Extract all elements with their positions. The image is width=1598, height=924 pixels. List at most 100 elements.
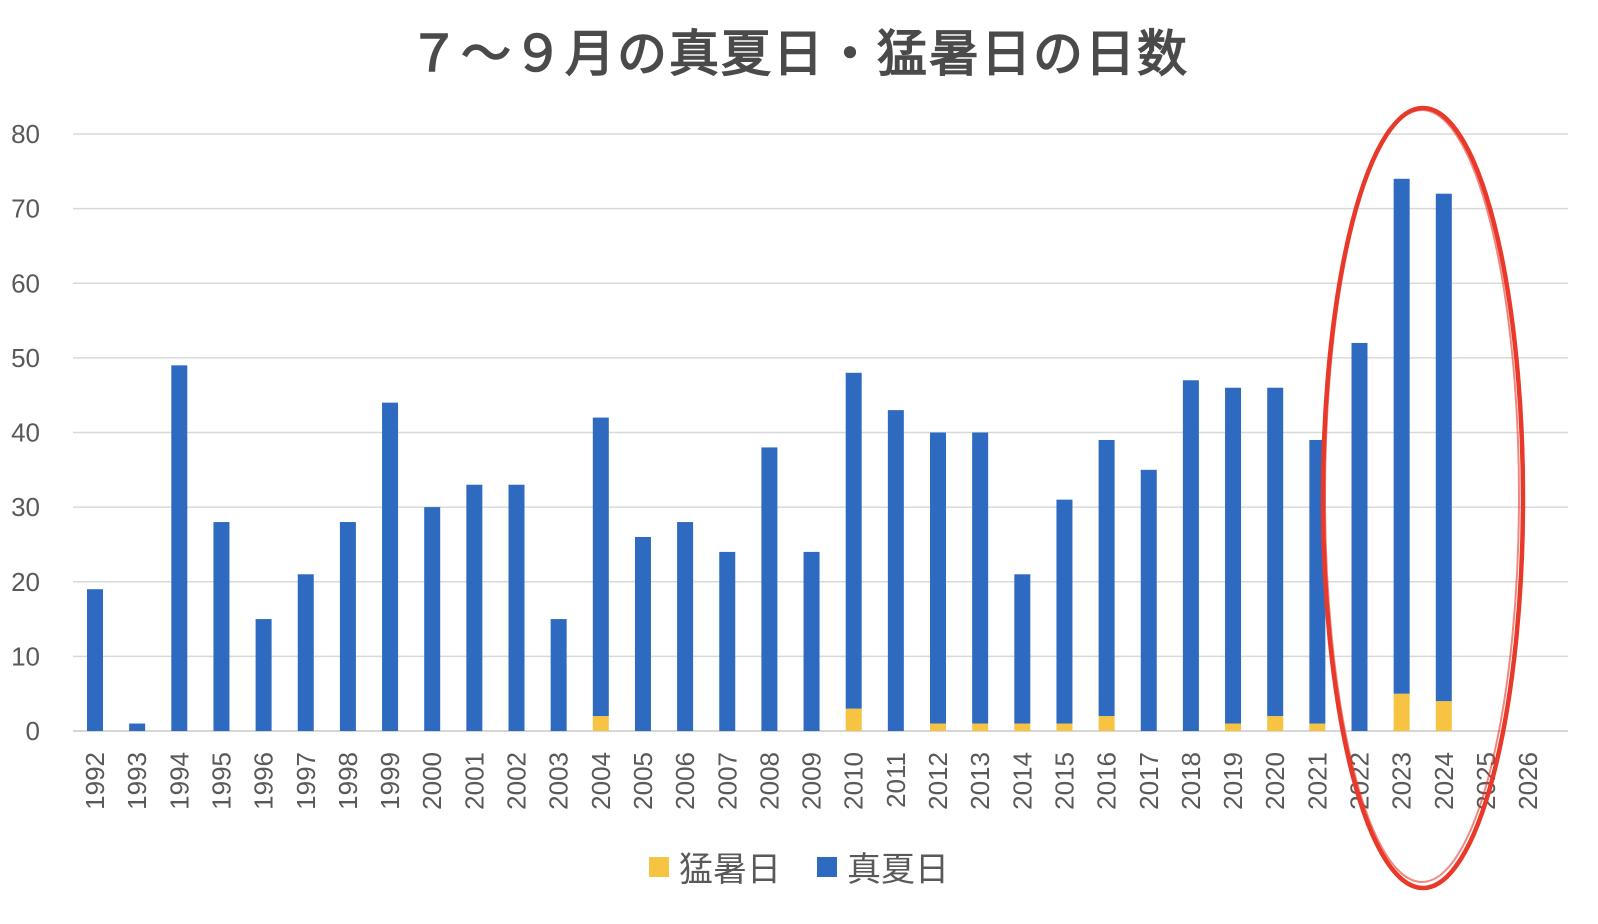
bar-hot-days	[845, 372, 862, 709]
x-tick-label: 2000	[417, 752, 447, 810]
x-tick-label: 2019	[1218, 752, 1248, 810]
x-tick-label: 2009	[797, 752, 827, 810]
bar-heatwave-days	[1014, 723, 1031, 731]
bar-hot-days	[129, 723, 146, 731]
y-tick-label: 40	[11, 418, 40, 448]
x-tick-label: 1999	[375, 752, 405, 810]
y-tick-label: 50	[11, 343, 40, 373]
bar-hot-days	[677, 522, 694, 731]
x-tick-label: 2020	[1260, 752, 1290, 810]
highlight-annotation	[1320, 105, 1526, 891]
x-tick-label: 1993	[122, 752, 152, 810]
bar-hot-days	[87, 589, 103, 731]
bar-hot-days	[1393, 178, 1410, 694]
legend-swatch-heatwave	[649, 856, 669, 877]
bar-hot-days	[339, 522, 356, 731]
bar-hot-days	[297, 574, 314, 731]
bar-hot-days	[972, 432, 989, 724]
bar-hot-days	[761, 447, 778, 731]
bar-hot-days	[1225, 387, 1242, 724]
y-axis-ticks: 0 10 20 30 40 50 60 70 80	[11, 119, 40, 746]
x-tick-label: 2014	[1007, 752, 1037, 810]
x-tick-label: 2012	[923, 752, 953, 810]
bar-hot-days	[1056, 499, 1073, 724]
highlight-ellipse	[1320, 105, 1526, 891]
bars	[87, 178, 1452, 731]
x-tick-label: 2003	[544, 752, 574, 810]
bar-hot-days	[1351, 342, 1368, 731]
chart-title: ７～９月の真夏日・猛暑日の日数	[409, 25, 1189, 83]
legend-item-heatwave: 猛暑日	[649, 842, 781, 891]
x-tick-label: 2024	[1429, 752, 1459, 810]
grid-lines	[73, 133, 1568, 732]
bar-hot-days	[466, 484, 483, 731]
bar-heatwave-days	[1056, 723, 1073, 731]
legend-swatch-hot-day	[817, 856, 837, 877]
bar-heatwave-days	[1267, 716, 1284, 731]
x-axis-ticks: 1992 1993 1994 1995 1996 1997 1998 1999 2000 2001…	[80, 752, 1543, 810]
x-tick-label: 2018	[1176, 752, 1206, 810]
x-tick-label: 2006	[670, 752, 700, 810]
bar-hot-days	[592, 417, 609, 717]
x-tick-label: 2001	[459, 752, 489, 810]
x-tick-label: 2011	[881, 752, 911, 808]
x-tick-label: 1996	[249, 752, 279, 810]
x-tick-label: 2013	[965, 752, 995, 810]
x-tick-label: 2023	[1387, 752, 1417, 810]
x-tick-label: 1994	[164, 752, 194, 810]
bar-heatwave-days	[1435, 701, 1452, 731]
x-tick-label: 2026	[1513, 752, 1543, 810]
legend: 猛暑日 真夏日	[0, 842, 1598, 891]
y-tick-label: 0	[26, 716, 40, 746]
highlight-ellipse-stroke	[1324, 109, 1520, 883]
bar-hot-days	[1435, 193, 1452, 702]
bar-heatwave-days	[1098, 716, 1115, 731]
y-tick-label: 70	[11, 194, 40, 224]
bar-hot-days	[634, 536, 651, 731]
legend-label-heatwave: 猛暑日	[679, 850, 781, 890]
bar-hot-days	[424, 507, 441, 731]
x-tick-label: 2008	[754, 752, 784, 810]
bar-hot-days	[803, 551, 820, 731]
x-tick-label: 2007	[712, 752, 742, 810]
bar-hot-days	[1014, 574, 1031, 724]
bar-heatwave-days	[1309, 723, 1326, 731]
x-tick-label: 2021	[1302, 752, 1332, 810]
bar-hot-days	[255, 619, 272, 731]
x-tick-label: 2002	[502, 752, 532, 810]
bar-hot-days	[171, 365, 188, 731]
bar-hot-days	[1140, 469, 1157, 731]
bar-hot-days	[930, 432, 946, 724]
bar-hot-days	[1098, 439, 1115, 717]
x-tick-label: 2005	[628, 752, 658, 810]
bar-hot-days	[382, 402, 399, 731]
bar-hot-days	[508, 484, 525, 731]
legend-item-hot-day: 真夏日	[817, 842, 949, 891]
x-tick-label: 2004	[586, 752, 616, 810]
bar-hot-days	[719, 551, 736, 731]
x-tick-label: 2016	[1092, 752, 1122, 810]
bar-hot-days	[1267, 387, 1284, 717]
bar-heatwave-days	[1225, 723, 1242, 731]
legend-label-hot-day: 真夏日	[847, 850, 949, 890]
y-tick-label: 10	[11, 641, 40, 671]
y-tick-label: 30	[11, 492, 40, 522]
x-tick-label: 2010	[839, 752, 869, 810]
bar-hot-days	[550, 619, 567, 731]
y-tick-label: 60	[11, 268, 40, 298]
x-tick-label: 1998	[333, 752, 363, 810]
bar-heatwave-days	[592, 716, 609, 731]
bar-hot-days	[1182, 380, 1199, 731]
y-tick-label: 20	[11, 567, 40, 597]
bar-heatwave-days	[972, 723, 989, 731]
x-tick-label: 2017	[1134, 752, 1164, 810]
x-tick-label: 1995	[206, 752, 236, 810]
bar-heatwave-days	[930, 723, 946, 731]
x-tick-label: 1992	[80, 752, 110, 810]
x-tick-label: 2015	[1049, 752, 1079, 810]
y-tick-label: 80	[11, 119, 40, 149]
x-tick-label: 1997	[291, 752, 321, 810]
bar-hot-days	[213, 522, 230, 731]
bar-heatwave-days	[845, 708, 862, 731]
